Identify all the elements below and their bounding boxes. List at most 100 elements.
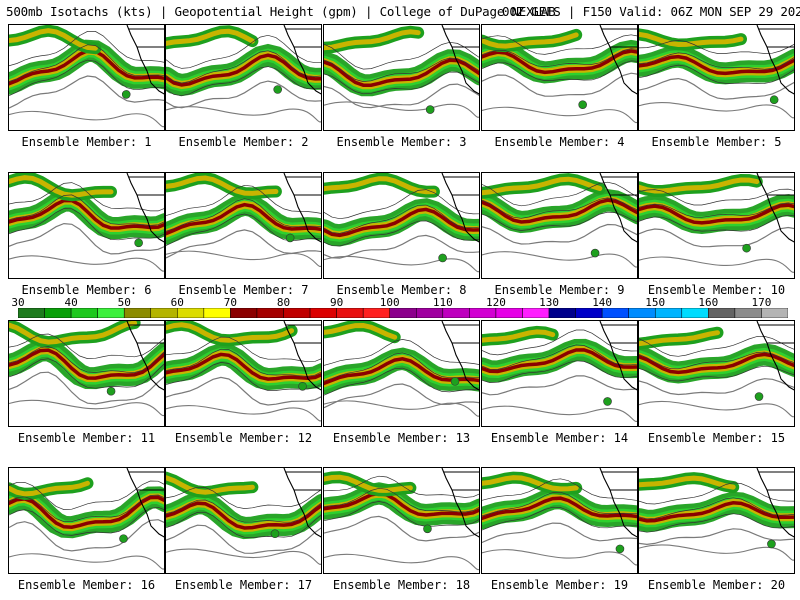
colorbar-bin <box>416 308 444 318</box>
cutoff-low-blob <box>450 377 460 386</box>
coastline <box>599 25 637 95</box>
coastline <box>756 173 794 243</box>
height-contour <box>482 522 637 544</box>
height-contour <box>639 365 794 382</box>
height-contour <box>9 346 164 373</box>
coastline <box>126 321 164 391</box>
colorbar-tick-label: 150 <box>645 296 666 309</box>
colorbar-tick-label: 50 <box>117 296 131 309</box>
cutoff-low-blob <box>121 90 131 99</box>
colorbar-bin <box>548 308 576 318</box>
map-title: 500mb Isotachs (kts) | Geopotential Heig… <box>6 4 800 19</box>
member-map-canvas <box>166 321 321 422</box>
member-map-canvas <box>166 25 321 123</box>
northern-jet-band <box>639 475 736 490</box>
colorbar-bin <box>575 308 603 318</box>
member-map-19 <box>481 467 638 574</box>
height-contour <box>324 234 479 259</box>
member-map-canvas <box>324 468 479 570</box>
jet-core-max <box>324 491 479 517</box>
member-label-15: Ensemble Member: 15 <box>647 431 786 445</box>
coastline <box>441 25 479 95</box>
member-label-19: Ensemble Member: 19 <box>490 578 629 592</box>
height-contour <box>639 52 794 70</box>
cutoff-low-blob <box>285 233 295 243</box>
member-label-5: Ensemble Member: 5 <box>651 135 782 149</box>
height-contour <box>482 60 637 81</box>
colorbar-bin <box>708 308 736 318</box>
northern-jet-band <box>482 475 579 492</box>
cutoff-low-blob <box>273 85 282 94</box>
height-contour <box>324 41 479 70</box>
height-contour <box>9 506 164 536</box>
member-map-1 <box>8 24 165 131</box>
height-contour <box>482 360 637 383</box>
cutoff-low-blob <box>425 105 435 114</box>
member-map-canvas <box>639 173 794 273</box>
member-map-14 <box>481 320 638 427</box>
northern-jet-band <box>324 322 398 340</box>
height-contour <box>166 348 321 377</box>
height-contour <box>639 188 794 206</box>
jet-core-max <box>324 58 479 87</box>
height-contour <box>324 83 479 109</box>
height-contour <box>166 376 321 406</box>
cutoff-low-blob <box>578 100 587 109</box>
jet-core-max <box>482 496 637 521</box>
colorbar-bin <box>495 308 523 318</box>
height-contour <box>324 220 479 247</box>
jet-core-max <box>166 352 321 381</box>
jet-core-max <box>482 198 637 224</box>
height-contour <box>9 59 164 97</box>
jet-core-max <box>639 203 794 225</box>
colorbar-bin <box>150 308 178 318</box>
height-contour <box>639 202 794 218</box>
jet-core-max <box>639 352 794 375</box>
height-contour <box>166 362 321 391</box>
height-contour <box>324 501 479 527</box>
member-map-18 <box>323 467 480 574</box>
height-contour <box>166 80 321 109</box>
northern-jet-band <box>9 28 98 51</box>
colorbar-bin <box>362 308 390 318</box>
height-contour <box>324 553 479 570</box>
coastline <box>126 25 164 95</box>
jet-core-max <box>9 198 164 230</box>
cutoff-low-blob <box>615 544 625 554</box>
coastline <box>283 173 321 243</box>
height-contour <box>166 66 321 97</box>
member-label-1: Ensemble Member: 1 <box>21 135 152 149</box>
height-contour <box>482 329 637 356</box>
height-contour <box>9 208 164 241</box>
member-label-11: Ensemble Member: 11 <box>17 431 156 445</box>
northern-jet-band <box>166 175 279 196</box>
member-label-13: Ensemble Member: 13 <box>332 431 471 445</box>
cutoff-low-blob <box>134 238 143 248</box>
colorbar-bin <box>654 308 683 318</box>
height-contour <box>166 184 321 216</box>
colorbar-bin <box>442 308 470 318</box>
cutoff-low-blob <box>769 95 779 105</box>
colorbar-tick-label: 130 <box>539 296 559 309</box>
member-label-3: Ensemble Member: 3 <box>336 135 467 149</box>
member-map-2 <box>165 24 322 131</box>
height-contour <box>482 251 637 268</box>
colorbar-tick-label: 100 <box>379 296 400 309</box>
colorbar-tick-label: 40 <box>64 296 78 309</box>
coastline <box>756 321 794 391</box>
colorbar-bin <box>44 308 72 318</box>
member-map-canvas <box>482 173 637 268</box>
northern-jet-band <box>166 322 295 343</box>
member-label-17: Ensemble Member: 17 <box>174 578 313 592</box>
height-contour <box>324 367 479 396</box>
height-contour <box>324 400 479 417</box>
title-left: 500mb Isotachs (kts) | Geopotential Heig… <box>6 4 556 19</box>
cutoff-low-blob <box>767 539 776 549</box>
colorbar-bin <box>681 308 709 318</box>
member-map-canvas <box>324 321 479 417</box>
member-map-canvas <box>639 468 794 561</box>
height-contour <box>482 375 637 396</box>
title-right: 00Z GEFS | F150 Valid: 06Z MON SEP 29 20… <box>502 4 800 19</box>
member-map-12 <box>165 320 322 427</box>
member-label-8: Ensemble Member: 8 <box>336 283 467 297</box>
